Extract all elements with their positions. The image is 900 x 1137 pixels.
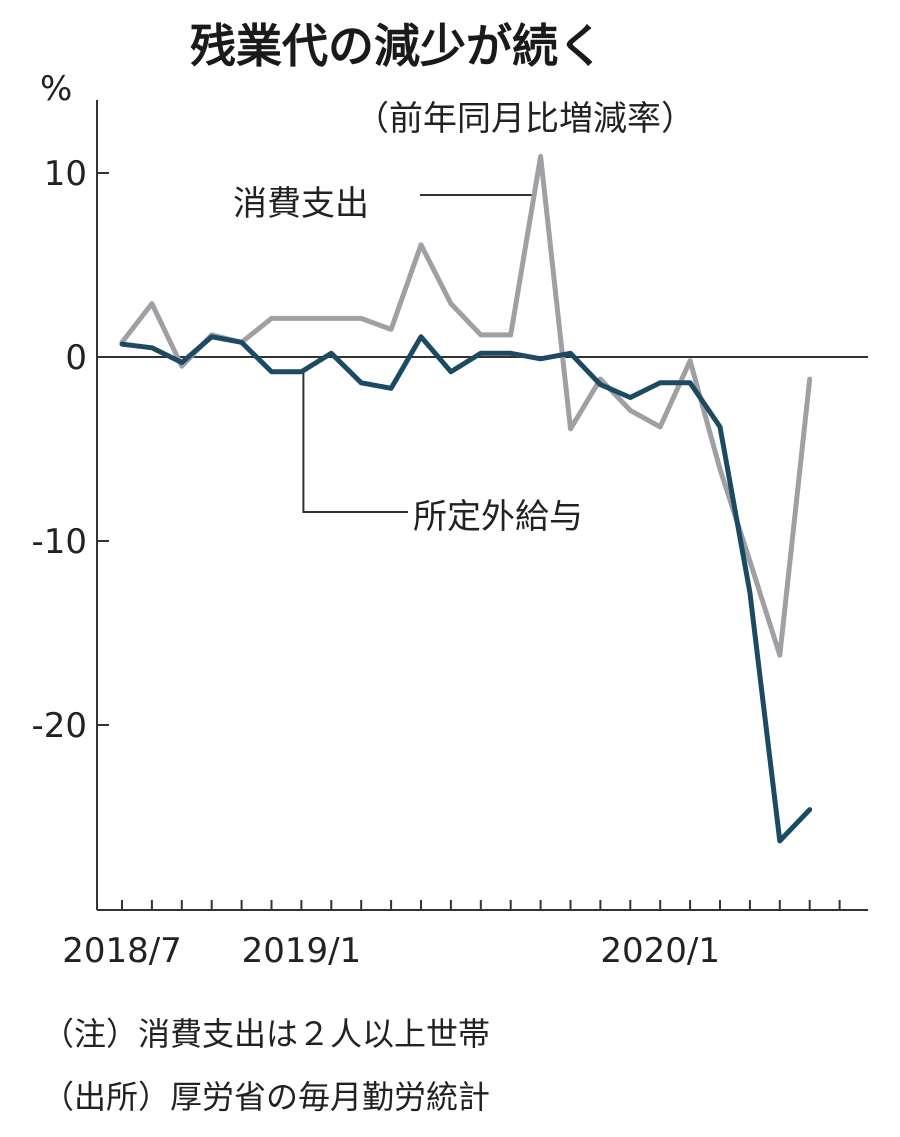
series-line-2 [119,334,813,844]
x-axis-ticks: 2018/7 2019/1 2020/1 [62,900,841,971]
y-axis-ticks: 10 0 -10 -20 [31,154,109,746]
x-tick-label: 2018/7 [62,931,182,971]
note-line-2: （出所）厚労省の毎月勤労統計 [42,1078,490,1116]
y-tick-label: 0 [65,338,87,378]
chart-subtitle: （前年同月比増減率） [355,99,695,139]
chart-title: 残業代の減少が続く [190,19,604,73]
y-tick-label: -10 [31,522,87,562]
leader-line-shoteigai [302,371,408,513]
x-tick-label: 2019/1 [242,931,362,971]
series-label-shoteigai: 所定外給与 [413,497,583,537]
axes [96,100,868,911]
y-tick-label: 10 [44,154,87,194]
series-label-shouhi: 消費支出 [233,184,369,224]
note-line-1: （注）消費支出は２人以上世帯 [42,1015,490,1053]
y-unit-label: % [40,69,72,109]
series-label-leaders [302,194,533,513]
x-tick-label: 2020/1 [600,931,720,971]
series-lines [119,153,813,844]
y-tick-label: -20 [31,706,87,746]
